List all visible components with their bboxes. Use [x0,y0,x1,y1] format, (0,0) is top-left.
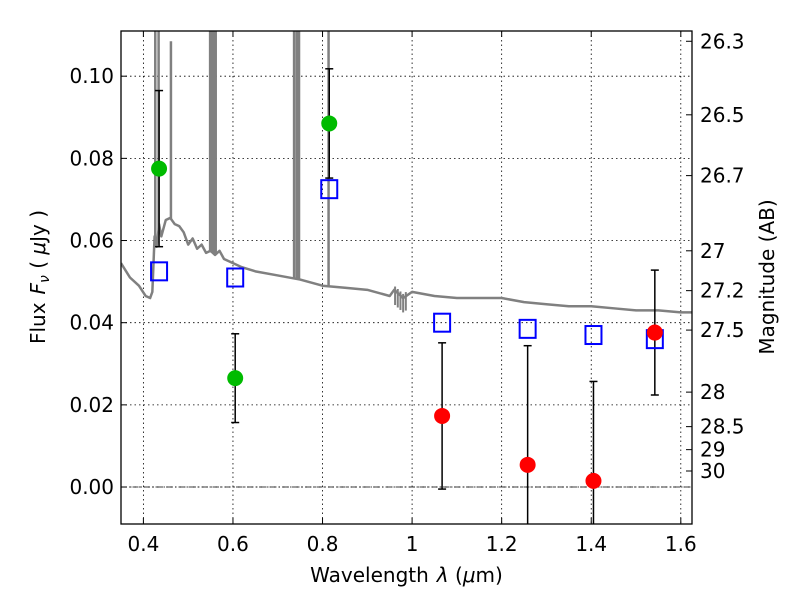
nondetection-point-3 [646,324,663,341]
detection-point-1 [227,370,244,387]
x-tick-label-0: 0.4 [127,532,159,556]
ticks: 0.4 0.6 0.8 1 1.2 1.4 1.6 0.00 0.02 0.04 0.06 0.08 0… [69,29,744,556]
y-tick-label-2: 0.04 [69,311,114,335]
x-tick-label-3: 1 [406,532,419,556]
y-tick-label-3: 0.06 [69,229,114,253]
y-axis-unit-mu: μ [26,242,50,256]
model-band-square-1 [226,267,245,288]
magnitude-tick-label-5: 27.5 [700,318,745,342]
magnitude-tick-label-8: 29 [700,438,725,462]
magnitude-tick-label-1: 26.5 [700,103,745,127]
x-tick-label-4: 1.2 [486,532,518,556]
x-axis-label: Wavelength λ (μm) [310,563,503,587]
y-axis-label-text: Flux [26,302,50,344]
magnitude-tick-label-7: 28.5 [700,415,745,439]
model-band-square-0 [150,261,169,282]
nondetection-point-1 [519,456,536,473]
model-band-square-2 [320,179,339,200]
y-tick-label-4: 0.08 [69,146,114,170]
y-axis-subscript: ν [37,275,53,283]
markers [150,115,664,489]
y-tick-label-5: 0.10 [69,64,114,88]
y-axis-unit-rest: Jy ) [26,210,50,244]
y-tick-label-1: 0.02 [69,393,114,417]
nondetection-point-0 [434,407,451,424]
magnitude-tick-label-0: 26.3 [700,29,745,53]
x-tick-label-6: 1.6 [665,532,697,556]
magnitude-tick-label-6: 28 [700,380,725,404]
x-axis-unit-mu: μ [462,563,476,587]
y-tick-label-0: 0.00 [69,475,114,499]
detection-point-0 [151,160,168,177]
model-band-square-5 [584,325,603,346]
x-tick-label-1: 0.6 [217,532,249,556]
magnitude-tick-label-2: 26.7 [700,164,745,188]
plot-frame [120,30,693,525]
magnitude-tick-label-3: 27 [700,239,725,263]
model-band-square-4 [518,318,537,339]
x-tick-label-2: 0.8 [307,532,339,556]
nondetection-point-2 [585,472,602,489]
x-axis-unit-open: ( [449,563,463,587]
x-tick-label-5: 1.4 [575,532,607,556]
y-axis-label: Flux Fν ( μJy ) [26,210,53,344]
magnitude-axis-label: Magnitude (AB) [755,199,779,354]
y-axis-unit-open: ( [26,255,50,276]
y-axis-symbol: F [26,282,50,294]
x-axis-label-text: Wavelength [310,563,429,587]
model-band-square-3 [433,312,452,333]
magnitude-tick-label-4: 27.2 [700,279,745,303]
magnitude-tick-label-9: 30 [700,459,725,483]
detection-point-2 [321,115,338,132]
x-axis-unit-rest: m) [476,563,503,587]
x-axis-lambda: λ [436,563,449,587]
